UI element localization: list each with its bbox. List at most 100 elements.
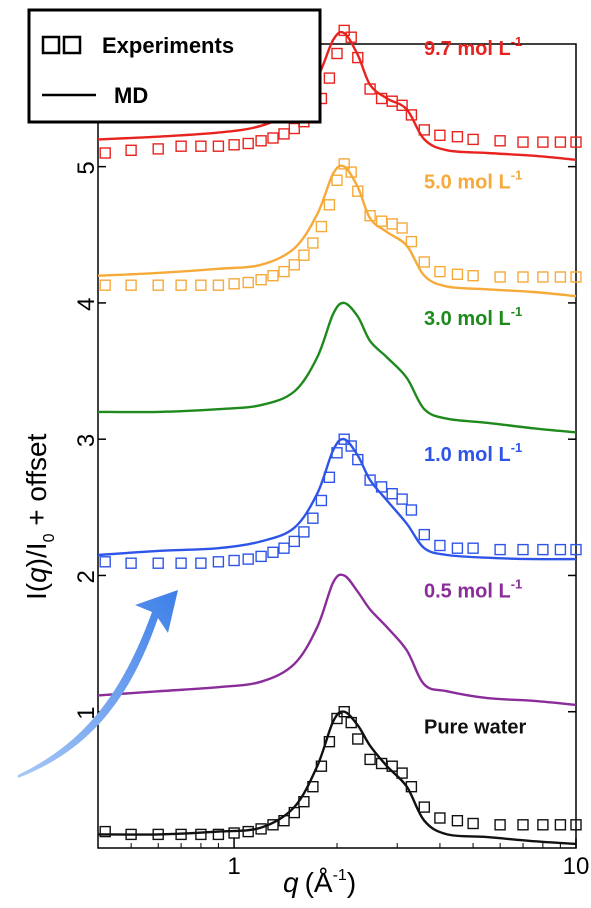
series-label-9-7-mol-l: 9.7 mol L-1 bbox=[424, 34, 522, 60]
exp-point-5-0-mol-l bbox=[554, 271, 567, 283]
series-3-0-mol-l: 3.0 mol L-1 bbox=[97, 301, 577, 434]
exp-point-1-0-mol-l bbox=[288, 535, 300, 548]
legend: Experiments MD bbox=[27, 8, 322, 124]
y-tick-label: 4 bbox=[73, 298, 100, 311]
exp-point-pure-water bbox=[494, 819, 506, 831]
exp-point-1-0-mol-l bbox=[228, 554, 240, 567]
exp-point-1-0-mol-l bbox=[212, 556, 225, 568]
exp-point-1-0-mol-l bbox=[152, 557, 164, 569]
exp-point-1-0-mol-l bbox=[315, 494, 328, 507]
exp-point-9-7-mol-l bbox=[195, 140, 207, 152]
exp-point-9-7-mol-l bbox=[494, 135, 506, 147]
exp-point-5-0-mol-l bbox=[467, 270, 479, 282]
pointer-arrow bbox=[18, 590, 178, 778]
exp-point-5-0-mol-l bbox=[298, 249, 310, 261]
exp-point-1-0-mol-l bbox=[298, 526, 310, 538]
exp-point-9-7-mol-l bbox=[405, 109, 418, 121]
exp-point-9-7-mol-l bbox=[278, 128, 290, 140]
exp-point-5-0-mol-l bbox=[364, 209, 376, 222]
exp-point-5-0-mol-l bbox=[242, 276, 254, 289]
exp-point-pure-water bbox=[195, 828, 207, 841]
exp-point-9-7-mol-l bbox=[434, 129, 446, 142]
exp-point-1-0-mol-l bbox=[418, 528, 430, 541]
exp-point-pure-water bbox=[537, 819, 549, 831]
y-tick-label: 5 bbox=[73, 161, 100, 174]
exp-point-pure-water bbox=[212, 828, 225, 841]
exp-point-5-0-mol-l bbox=[386, 218, 398, 230]
series-label-0-5-mol-l: 0.5 mol L-1 bbox=[424, 577, 522, 603]
y-axis-title: I(q)/I0 + offset bbox=[21, 433, 58, 600]
exp-point-5-0-mol-l bbox=[494, 271, 506, 283]
ticks-layer: 1 2 3 4 5 1 10 bbox=[73, 161, 589, 880]
exp-point-5-0-mol-l bbox=[307, 237, 319, 249]
exp-point-9-7-mol-l bbox=[396, 99, 408, 112]
exp-point-1-0-mol-l bbox=[195, 557, 207, 569]
md-line-0-5-mol-l bbox=[97, 573, 577, 707]
exp-point-5-0-mol-l bbox=[267, 270, 279, 282]
x-tick-label: 10 bbox=[563, 853, 590, 880]
exp-point-9-7-mol-l bbox=[267, 132, 279, 144]
exp-point-5-0-mol-l bbox=[255, 274, 267, 286]
exp-point-5-0-mol-l bbox=[375, 215, 388, 227]
exp-point-5-0-mol-l bbox=[451, 268, 464, 280]
exp-point-5-0-mol-l bbox=[99, 279, 111, 291]
series-pure-water: Pure water bbox=[97, 706, 582, 846]
exp-point-9-7-mol-l bbox=[242, 137, 254, 150]
exp-point-5-0-mol-l bbox=[434, 265, 446, 278]
exp-point-5-0-mol-l bbox=[195, 279, 207, 291]
exp-point-5-0-mol-l bbox=[323, 199, 336, 211]
exp-point-5-0-mol-l bbox=[537, 271, 549, 283]
exp-point-1-0-mol-l bbox=[396, 493, 408, 505]
series-0-5-mol-l: 0.5 mol L-1 bbox=[97, 573, 577, 707]
series-label-pure-water: Pure water bbox=[424, 717, 526, 739]
exp-point-9-7-mol-l bbox=[288, 122, 300, 135]
exp-point-9-7-mol-l bbox=[537, 136, 549, 148]
exp-point-pure-water bbox=[323, 736, 336, 748]
exp-point-pure-water bbox=[364, 753, 376, 766]
legend-marker-square-1 bbox=[41, 35, 61, 55]
exp-point-5-0-mol-l bbox=[175, 279, 187, 291]
exp-point-9-7-mol-l bbox=[152, 143, 164, 155]
legend-frame bbox=[27, 8, 322, 124]
exp-point-pure-water bbox=[517, 819, 529, 831]
exp-point-1-0-mol-l bbox=[405, 504, 418, 516]
exp-point-5-0-mol-l bbox=[278, 265, 290, 278]
exp-point-pure-water bbox=[467, 817, 479, 830]
exp-point-9-7-mol-l bbox=[125, 144, 137, 157]
exp-point-1-0-mol-l bbox=[537, 543, 549, 556]
exp-point-1-0-mol-l bbox=[570, 543, 582, 556]
exp-point-5-0-mol-l bbox=[228, 278, 240, 290]
exp-point-5-0-mol-l bbox=[212, 279, 225, 291]
exp-point-pure-water bbox=[396, 767, 408, 779]
exp-point-1-0-mol-l bbox=[494, 543, 506, 556]
exp-point-9-7-mol-l bbox=[255, 135, 267, 147]
exp-point-9-7-mol-l bbox=[554, 136, 567, 148]
exp-point-9-7-mol-l bbox=[570, 136, 582, 148]
legend-label-experiments: Experiments bbox=[102, 33, 234, 58]
exp-point-pure-water bbox=[352, 733, 364, 745]
exp-point-9-7-mol-l bbox=[323, 72, 336, 84]
exp-point-9-7-mol-l bbox=[338, 24, 350, 37]
exp-point-9-7-mol-l bbox=[228, 139, 240, 151]
exp-point-1-0-mol-l bbox=[364, 474, 376, 486]
exp-point-pure-water bbox=[228, 827, 240, 839]
legend-marker-square-2 bbox=[62, 35, 82, 55]
exp-point-9-7-mol-l bbox=[331, 47, 343, 60]
exp-point-5-0-mol-l bbox=[338, 158, 350, 170]
exp-point-1-0-mol-l bbox=[451, 542, 464, 554]
exp-point-pure-water bbox=[99, 825, 111, 838]
series-1-0-mol-l: 1.0 mol L-1 bbox=[97, 433, 582, 569]
exp-point-5-0-mol-l bbox=[288, 259, 300, 271]
exp-point-5-0-mol-l bbox=[418, 256, 430, 268]
y-tick-label: 1 bbox=[73, 706, 100, 719]
md-line-pure-water bbox=[97, 710, 577, 846]
exp-point-1-0-mol-l bbox=[99, 556, 111, 568]
exp-point-1-0-mol-l bbox=[242, 553, 254, 565]
exp-point-1-0-mol-l bbox=[267, 546, 279, 558]
exp-point-pure-water bbox=[554, 819, 567, 831]
exp-point-9-7-mol-l bbox=[175, 140, 187, 152]
series-5-0-mol-l: 5.0 mol L-1 bbox=[97, 158, 582, 298]
exp-point-5-0-mol-l bbox=[125, 279, 137, 291]
exp-point-5-0-mol-l bbox=[405, 235, 418, 248]
